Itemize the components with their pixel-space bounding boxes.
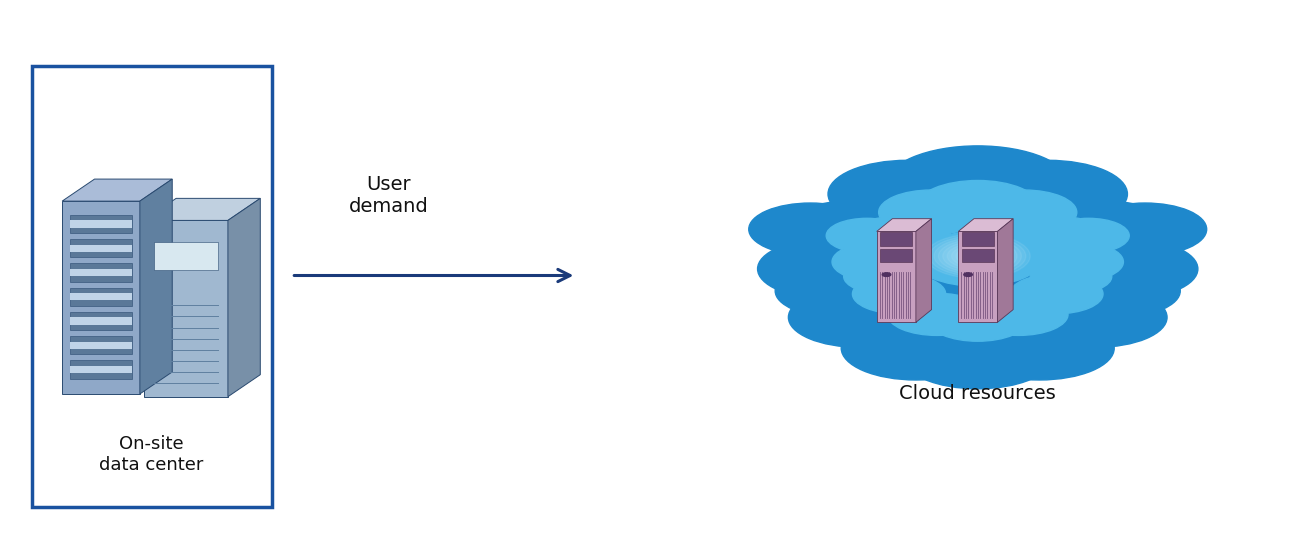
Circle shape bbox=[881, 223, 1075, 306]
Circle shape bbox=[965, 316, 1114, 380]
Polygon shape bbox=[144, 198, 260, 220]
Circle shape bbox=[842, 316, 991, 380]
Circle shape bbox=[914, 231, 1042, 287]
Circle shape bbox=[971, 190, 1077, 235]
Polygon shape bbox=[70, 336, 132, 354]
Polygon shape bbox=[154, 241, 218, 270]
Circle shape bbox=[974, 254, 982, 258]
Polygon shape bbox=[144, 220, 228, 397]
Circle shape bbox=[925, 234, 1031, 278]
Circle shape bbox=[1018, 200, 1176, 267]
Circle shape bbox=[969, 160, 1128, 228]
Polygon shape bbox=[70, 245, 132, 252]
Circle shape bbox=[887, 293, 987, 336]
Polygon shape bbox=[70, 312, 132, 330]
Polygon shape bbox=[958, 219, 1013, 231]
Circle shape bbox=[749, 203, 872, 256]
Circle shape bbox=[1004, 216, 1109, 261]
Circle shape bbox=[886, 146, 1070, 225]
Polygon shape bbox=[62, 179, 172, 201]
Circle shape bbox=[956, 247, 1000, 266]
Circle shape bbox=[847, 216, 952, 261]
Polygon shape bbox=[916, 219, 931, 322]
Polygon shape bbox=[140, 179, 172, 394]
Circle shape bbox=[1057, 239, 1198, 299]
Polygon shape bbox=[962, 232, 995, 246]
Text: User
demand: User demand bbox=[348, 175, 429, 216]
Circle shape bbox=[1031, 242, 1123, 282]
Polygon shape bbox=[962, 249, 995, 262]
Polygon shape bbox=[70, 215, 132, 233]
Circle shape bbox=[831, 242, 925, 282]
Circle shape bbox=[903, 325, 1053, 389]
Circle shape bbox=[852, 274, 945, 314]
Circle shape bbox=[961, 249, 995, 263]
Circle shape bbox=[780, 200, 938, 267]
Polygon shape bbox=[881, 232, 913, 246]
Polygon shape bbox=[70, 342, 132, 349]
Text: On-site
data center: On-site data center bbox=[100, 435, 203, 474]
Polygon shape bbox=[70, 288, 132, 306]
Polygon shape bbox=[70, 263, 132, 282]
Circle shape bbox=[844, 259, 925, 294]
Circle shape bbox=[1048, 218, 1129, 253]
Polygon shape bbox=[958, 231, 997, 322]
Circle shape bbox=[969, 293, 1068, 336]
Polygon shape bbox=[881, 249, 913, 262]
Polygon shape bbox=[70, 360, 132, 379]
Polygon shape bbox=[70, 269, 132, 276]
Polygon shape bbox=[70, 239, 132, 257]
Circle shape bbox=[878, 190, 984, 235]
Polygon shape bbox=[70, 293, 132, 300]
Polygon shape bbox=[62, 201, 140, 394]
Circle shape bbox=[826, 218, 908, 253]
Circle shape bbox=[917, 181, 1039, 233]
Circle shape bbox=[943, 241, 1013, 271]
Polygon shape bbox=[877, 219, 931, 231]
Circle shape bbox=[965, 251, 991, 262]
Circle shape bbox=[1026, 287, 1167, 347]
Polygon shape bbox=[70, 317, 132, 325]
Circle shape bbox=[882, 273, 891, 277]
Circle shape bbox=[776, 264, 899, 317]
Polygon shape bbox=[228, 198, 260, 397]
Polygon shape bbox=[997, 219, 1013, 322]
Polygon shape bbox=[877, 231, 916, 322]
Text: Cloud resources: Cloud resources bbox=[899, 385, 1057, 403]
Circle shape bbox=[930, 236, 1026, 277]
Circle shape bbox=[1057, 264, 1180, 317]
Circle shape bbox=[939, 239, 1017, 273]
Polygon shape bbox=[70, 366, 132, 373]
Circle shape bbox=[929, 299, 1027, 341]
Circle shape bbox=[934, 237, 1022, 274]
Circle shape bbox=[952, 245, 1004, 267]
Circle shape bbox=[969, 252, 987, 260]
Circle shape bbox=[963, 273, 973, 277]
Circle shape bbox=[1030, 259, 1111, 294]
Circle shape bbox=[1010, 274, 1103, 314]
Circle shape bbox=[789, 287, 930, 347]
Circle shape bbox=[758, 239, 899, 299]
Circle shape bbox=[947, 243, 1009, 269]
Polygon shape bbox=[70, 220, 132, 228]
Circle shape bbox=[828, 160, 987, 228]
Circle shape bbox=[1084, 203, 1207, 256]
